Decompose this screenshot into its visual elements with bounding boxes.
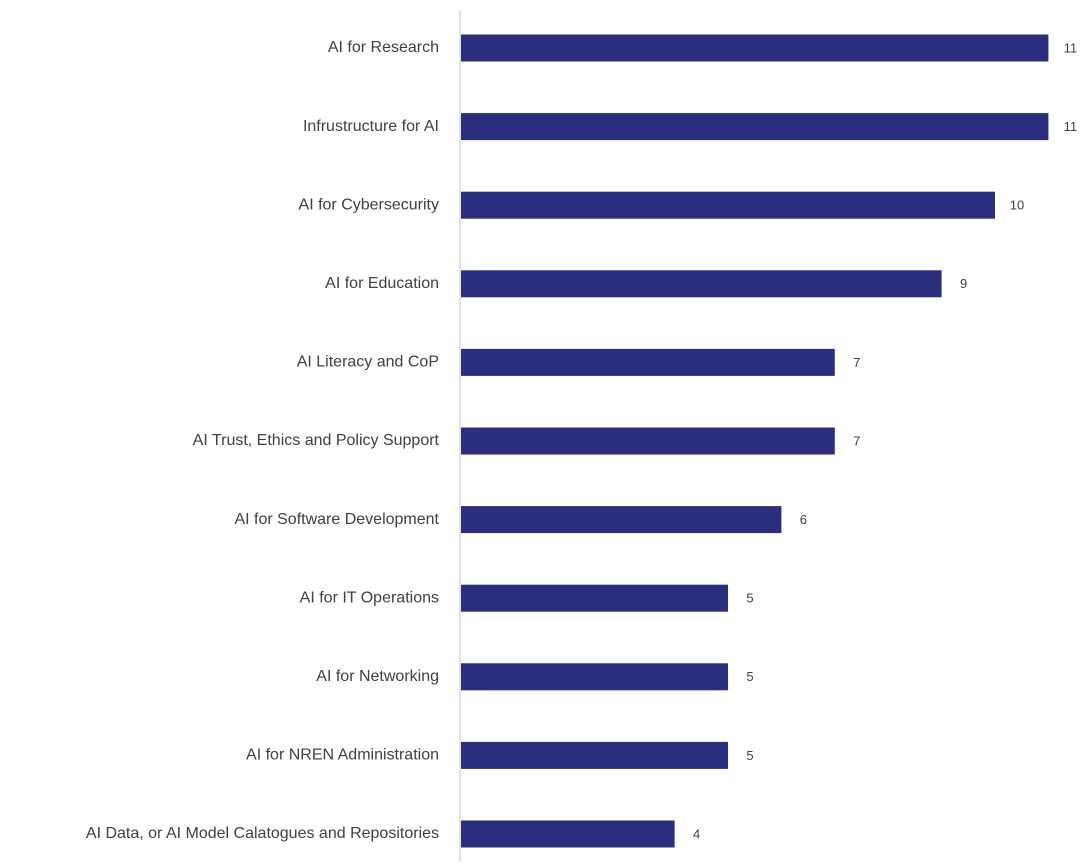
bar — [461, 663, 728, 690]
bar — [461, 113, 1048, 140]
bar — [461, 192, 995, 219]
bars-group — [461, 35, 1048, 848]
category-label: AI for IT Operations — [300, 589, 439, 606]
value-label: 5 — [746, 591, 753, 606]
bar — [461, 35, 1048, 62]
value-label: 6 — [800, 512, 807, 527]
value-label: 5 — [746, 669, 753, 684]
value-label: 10 — [1010, 198, 1024, 213]
category-label: AI Data, or AI Model Calatogues and Repo… — [86, 825, 439, 842]
category-label: AI Literacy and CoP — [297, 354, 439, 371]
category-label: AI for Software Development — [234, 511, 439, 528]
category-label: AI for Networking — [316, 668, 439, 685]
category-label: AI for Education — [325, 275, 439, 292]
category-label: AI for Cybersecurity — [299, 196, 439, 213]
value-label: 7 — [853, 355, 860, 370]
bar — [461, 585, 728, 612]
value-label: 11 — [1064, 40, 1078, 55]
value-label: 9 — [960, 276, 967, 291]
bar — [461, 270, 942, 297]
bar — [461, 821, 675, 848]
category-label: AI for NREN Administration — [246, 747, 439, 764]
category-label: AI Trust, Ethics and Policy Support — [193, 432, 440, 449]
bar — [461, 349, 835, 376]
bar — [461, 742, 728, 769]
value-label: 4 — [693, 826, 700, 841]
bar — [461, 506, 781, 533]
category-labels-group: AI for Research Infrustructure for AI AI f… — [86, 39, 440, 842]
value-label: 11 — [1064, 119, 1078, 134]
value-label: 5 — [746, 748, 753, 763]
category-label: Infrustructure for AI — [303, 118, 439, 135]
value-label: 7 — [853, 433, 860, 448]
bar — [461, 428, 835, 455]
category-label: AI for Research — [328, 39, 439, 56]
